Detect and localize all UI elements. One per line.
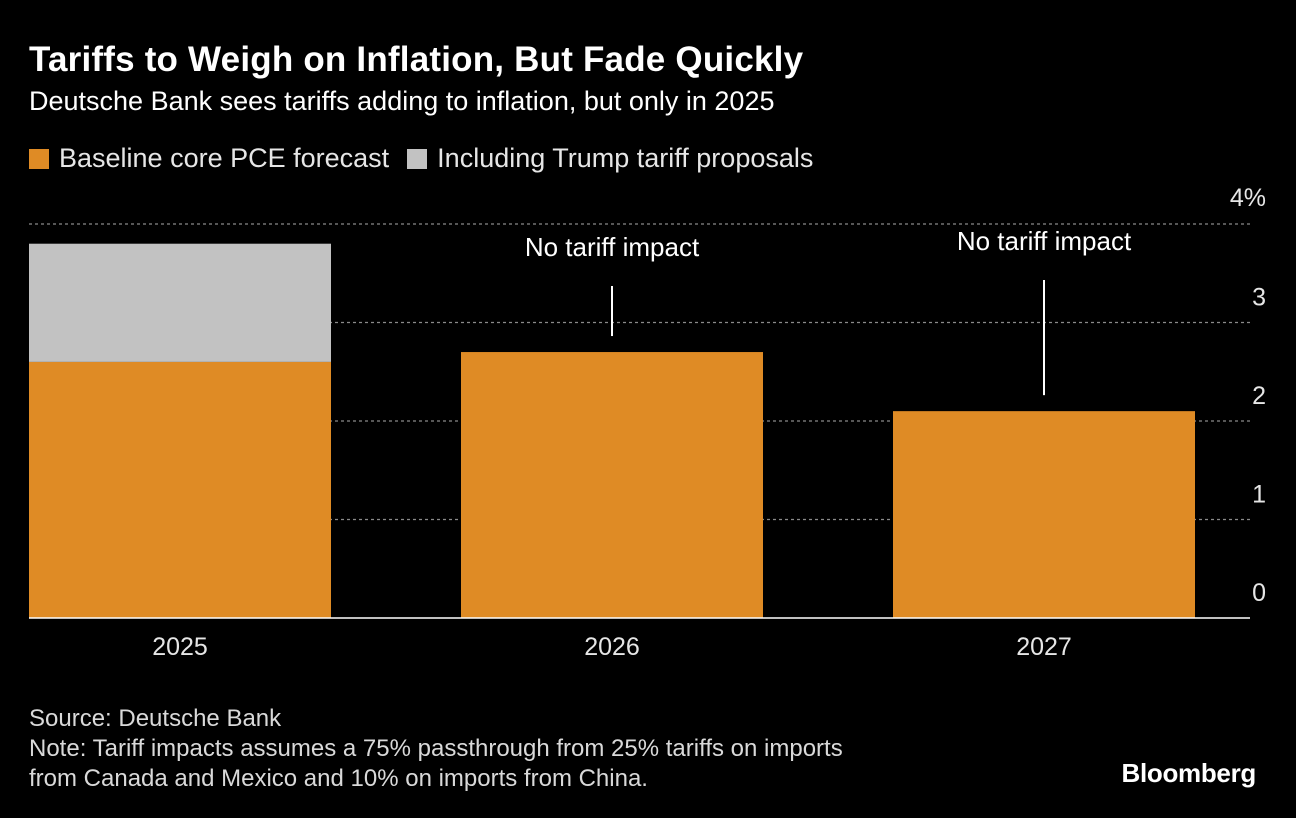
legend-label-tariff: Including Trump tariff proposals bbox=[437, 143, 814, 173]
annotation-2027: No tariff impact bbox=[957, 226, 1132, 256]
bar-2027-baseline bbox=[893, 411, 1195, 618]
chart-title: Tariffs to Weigh on Inflation, But Fade … bbox=[29, 40, 804, 79]
footer: Source: Deutsche Bank Note: Tariff impac… bbox=[29, 704, 843, 794]
y-tick-label-4: 4% bbox=[1230, 184, 1266, 212]
chart-subtitle: Deutsche Bank sees tariffs adding to inf… bbox=[29, 86, 775, 116]
y-tick-label-1: 1 bbox=[1252, 481, 1266, 509]
bar-2025-baseline bbox=[29, 361, 331, 618]
legend-swatch-baseline bbox=[29, 148, 49, 169]
bar-2026-baseline bbox=[461, 352, 763, 618]
legend: Baseline core PCE forecast Including Tru… bbox=[29, 143, 831, 174]
annotation-2026: No tariff impact bbox=[525, 232, 700, 262]
bloomberg-logo: Bloomberg bbox=[1121, 758, 1256, 788]
x-tick-label-2027: 2027 bbox=[1016, 633, 1072, 661]
legend-item-baseline: Baseline core PCE forecast bbox=[29, 143, 389, 174]
y-tick-label-3: 3 bbox=[1252, 284, 1266, 312]
y-tick-label-0: 0 bbox=[1252, 579, 1266, 607]
legend-item-tariff: Including Trump tariff proposals bbox=[407, 143, 813, 174]
x-tick-label-2026: 2026 bbox=[584, 633, 640, 661]
note-line-2: from Canada and Mexico and 10% on import… bbox=[29, 765, 648, 792]
y-tick-label-2: 2 bbox=[1252, 382, 1266, 410]
note-line-1: Note: Tariff impacts assumes a 75% passt… bbox=[29, 735, 843, 762]
source-note: Source: Deutsche Bank bbox=[29, 705, 282, 732]
legend-label-baseline: Baseline core PCE forecast bbox=[59, 143, 390, 173]
x-tick-label-2025: 2025 bbox=[152, 633, 208, 661]
bar-2025-tariff bbox=[29, 243, 331, 362]
legend-swatch-tariff bbox=[407, 148, 428, 169]
